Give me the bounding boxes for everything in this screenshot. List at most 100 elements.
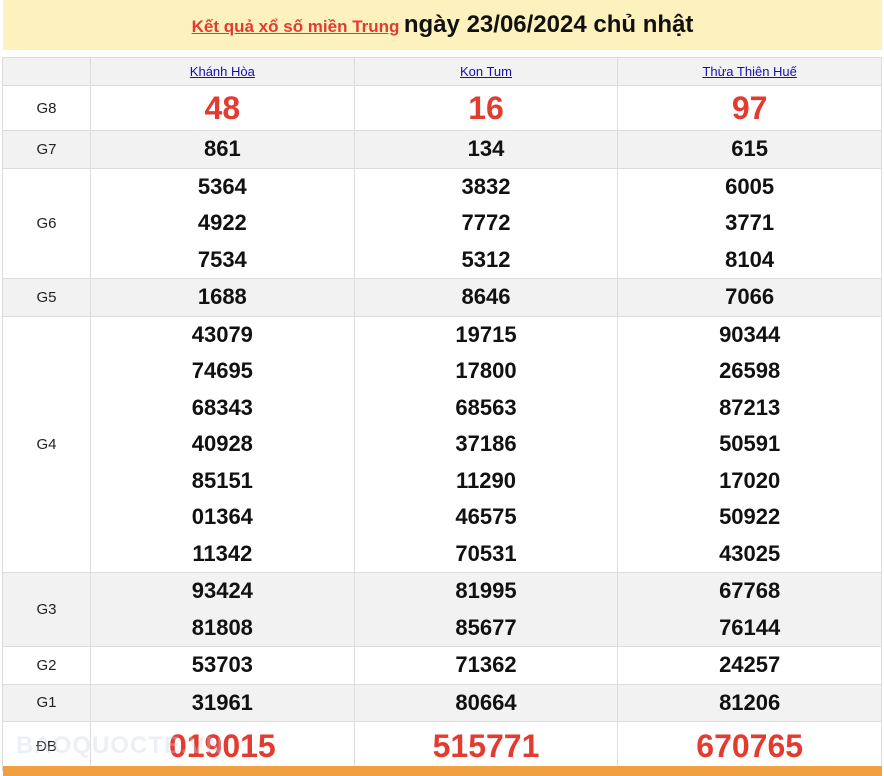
prize-number: 19715: [455, 321, 517, 347]
prize-number: 85677: [455, 614, 517, 640]
prize-number: 1688: [197, 284, 247, 309]
prize-number: 7534: [197, 246, 247, 272]
prize-cell: 53703: [90, 646, 355, 685]
prize-number: 16: [468, 90, 504, 126]
prize-number: 68563: [455, 394, 517, 420]
prize-number: 43079: [191, 321, 253, 347]
prize-label: G8: [2, 85, 91, 131]
prize-number: 81206: [719, 689, 781, 715]
province-link-thua-thien-hue[interactable]: Thừa Thiên Huế: [702, 63, 797, 79]
prize-cell: 81206: [617, 683, 882, 722]
prize-cell: 97: [617, 85, 882, 131]
prize-cell: 5364 4922 7534: [90, 167, 355, 279]
prize-row: G3 93424 81808 81995 85677 67768 76144: [2, 572, 882, 647]
prize-number: 76144: [719, 614, 781, 640]
province-link-khanh-hoa[interactable]: Khánh Hòa: [189, 63, 255, 79]
prize-number: 7772: [461, 210, 511, 235]
header-empty-cell: [2, 57, 91, 86]
prize-cell: 615: [617, 130, 882, 169]
prize-number: 26598: [719, 358, 781, 383]
prize-label: G5: [2, 278, 91, 317]
prize-number: 8646: [461, 284, 511, 309]
table-header-row: Khánh Hòa Kon Tum Thừa Thiên Huế: [2, 57, 882, 86]
prize-row: G5 1688 8646 7066: [2, 278, 882, 317]
prize-number: 46575: [455, 504, 517, 529]
prize-cell: 019015: [90, 721, 355, 771]
prize-number: 50591: [719, 431, 781, 456]
prize-cell: 24257: [617, 646, 882, 685]
province-link-kon-tum[interactable]: Kon Tum: [459, 63, 512, 79]
prize-number: 74695: [191, 358, 253, 383]
prize-number: 861: [203, 136, 241, 161]
prize-cell: 8646: [353, 278, 619, 317]
prize-label: G2: [2, 646, 91, 685]
prize-number: 11290: [456, 467, 516, 493]
prize-row: G8 48 16 97: [2, 85, 882, 131]
prize-number: 81995: [455, 578, 517, 603]
prize-cell: 7066: [617, 278, 882, 317]
prize-row: G4 43079 74695 68343 40928 85151 01364 11342 197…: [2, 315, 882, 573]
prize-number: 11342: [192, 540, 253, 566]
province-header: Khánh Hòa: [90, 57, 355, 86]
prize-cell: 19715 17800 68563 37186 11290 46575 70531: [353, 315, 619, 573]
prize-row: G7 861 134 615: [2, 130, 882, 169]
prize-cell: 71362: [353, 646, 619, 685]
prize-number: 670765: [696, 728, 804, 764]
prize-cell: 16: [353, 85, 619, 131]
prize-cell: 93424 81808: [90, 572, 355, 647]
prize-cell: 670765: [617, 721, 882, 771]
prize-label: G6: [2, 167, 91, 279]
prize-cell: 67768 76144: [617, 572, 882, 647]
prize-number: 5312: [461, 246, 511, 272]
prize-number: 97: [731, 90, 768, 126]
prize-number: 43025: [719, 540, 781, 566]
title-date: ngày 23/06/2024 chủ nhật: [403, 11, 694, 38]
prize-number: 50922: [719, 504, 781, 529]
prize-number: 37186: [455, 431, 517, 456]
province-header: Kon Tum: [353, 57, 619, 86]
prize-number: 7066: [725, 284, 775, 309]
prize-number: 3771: [725, 210, 775, 235]
prize-number: 70531: [455, 540, 517, 566]
prize-number: 90344: [719, 321, 781, 347]
prize-label: G7: [2, 130, 91, 169]
prize-cell: 515771: [353, 721, 619, 771]
prize-number: 4922: [197, 210, 247, 235]
prize-number: 019015: [168, 728, 276, 764]
prize-number: 85151: [191, 467, 253, 493]
prize-cell: 6005 3771 8104: [617, 167, 882, 279]
prize-number: 01364: [191, 504, 253, 529]
prize-cell: 31961: [90, 683, 355, 722]
prize-number: 40928: [191, 431, 253, 456]
prize-row: ĐB 019015 515771 670765: [2, 721, 882, 771]
bottom-bar: [3, 766, 882, 776]
prize-number: 87213: [719, 394, 781, 420]
region-results-link[interactable]: Kết quả xổ số miền Trung: [191, 17, 400, 36]
prize-number: 615: [731, 136, 769, 161]
prize-cell: 81995 85677: [353, 572, 619, 647]
prize-row: G6 5364 4922 7534 3832 7772 5312 6005 3771 8104: [2, 167, 882, 279]
prize-number: 67768: [719, 578, 781, 603]
prize-cell: 90344 26598 87213 50591 17020 50922 43025: [617, 315, 882, 573]
prize-number: 17020: [719, 467, 781, 493]
province-header: Thừa Thiên Huế: [617, 57, 882, 86]
prize-number: 53703: [191, 652, 253, 677]
prize-number: 24257: [719, 652, 781, 677]
prize-number: 81808: [191, 614, 253, 640]
prize-cell: 48: [90, 85, 355, 131]
prize-label: ĐB: [2, 721, 91, 771]
prize-number: 31961: [191, 689, 253, 715]
prize-number: 6005: [725, 173, 775, 199]
prize-label: G1: [2, 683, 91, 722]
prize-cell: 3832 7772 5312: [353, 167, 619, 279]
prize-number: 515771: [432, 728, 540, 764]
prize-cell: 43079 74695 68343 40928 85151 01364 11342: [90, 315, 355, 573]
prize-number: 93424: [191, 578, 253, 603]
prize-number: 8104: [725, 246, 775, 272]
prize-number: 71362: [455, 652, 517, 677]
prize-number: 17800: [455, 358, 517, 383]
page-title: Kết quả xổ số miền Trung ngày 23/06/2024…: [3, 0, 882, 50]
prize-row: G1 31961 80664 81206: [2, 683, 882, 722]
prize-cell: 1688: [90, 278, 355, 317]
prize-row: G2 53703 71362 24257: [2, 646, 882, 685]
